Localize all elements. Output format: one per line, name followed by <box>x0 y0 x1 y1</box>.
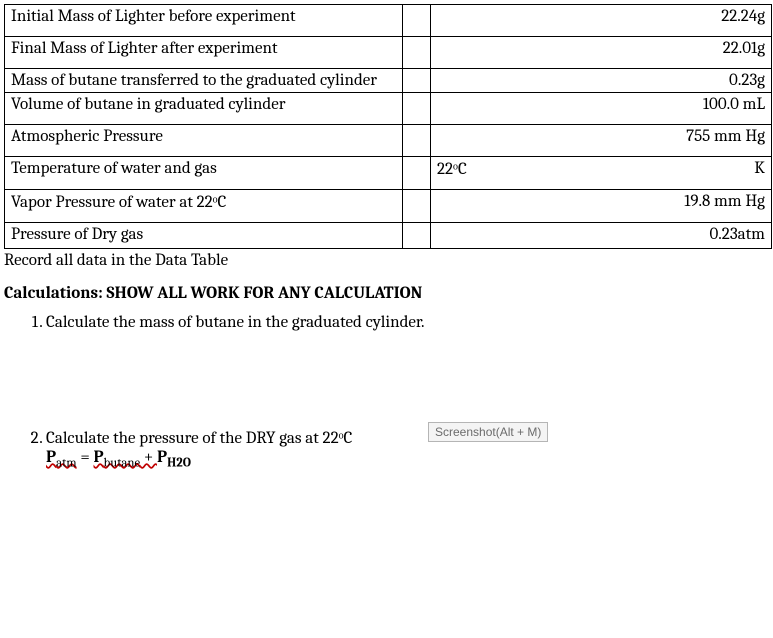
cell-value: 0.23atm <box>431 223 772 249</box>
cell-spacer <box>403 69 431 93</box>
cell-spacer <box>403 125 431 157</box>
cell-label: Volume of butane in graduated cylinder <box>5 93 403 125</box>
question-2-text: Calculate the pressure of the DRY gas at… <box>46 429 352 448</box>
calculations-header: Calculations: SHOW ALL WORK FOR ANY CALC… <box>4 284 769 303</box>
cell-value: 755 mm Hg <box>431 125 772 157</box>
cell-value: 100.0 mL <box>431 93 772 125</box>
temp-kelvin: K <box>754 159 765 179</box>
equation: Patm = Pbutane + PH2O <box>46 448 191 467</box>
question-2: Calculate the pressure of the DRY gas at… <box>46 428 769 470</box>
cell-label: Atmospheric Pressure <box>5 125 403 157</box>
cell-label: Vapor Pressure of water at 22ᵒC <box>5 190 403 223</box>
cell-value: 22.24g <box>431 5 772 37</box>
cell-spacer <box>403 5 431 37</box>
question-list: Calculate the mass of butane in the grad… <box>4 313 769 470</box>
cell-spacer <box>403 223 431 249</box>
cell-label: Temperature of water and gas <box>5 157 403 190</box>
question-1: Calculate the mass of butane in the grad… <box>46 313 769 332</box>
data-table: Initial Mass of Lighter before experimen… <box>4 4 772 249</box>
cell-spacer <box>403 157 431 190</box>
cell-value: 22ᵒC K <box>431 157 772 190</box>
cell-spacer <box>403 37 431 69</box>
cell-value: 19.8 mm Hg <box>431 190 772 223</box>
cell-label: Final Mass of Lighter after experiment <box>5 37 403 69</box>
screenshot-tooltip: Screenshot(Alt + M) <box>428 422 548 442</box>
cell-label: Pressure of Dry gas <box>5 223 403 249</box>
cell-spacer <box>403 93 431 125</box>
cell-spacer <box>403 190 431 223</box>
temp-celsius: 22ᵒC <box>437 159 467 179</box>
cell-label: Initial Mass of Lighter before experimen… <box>5 5 403 37</box>
cell-value: 22.01g <box>431 37 772 69</box>
cell-value: 0.23g <box>431 69 772 93</box>
record-note: Record all data in the Data Table <box>4 251 769 270</box>
cell-label: Mass of butane transferred to the gradua… <box>5 69 403 93</box>
